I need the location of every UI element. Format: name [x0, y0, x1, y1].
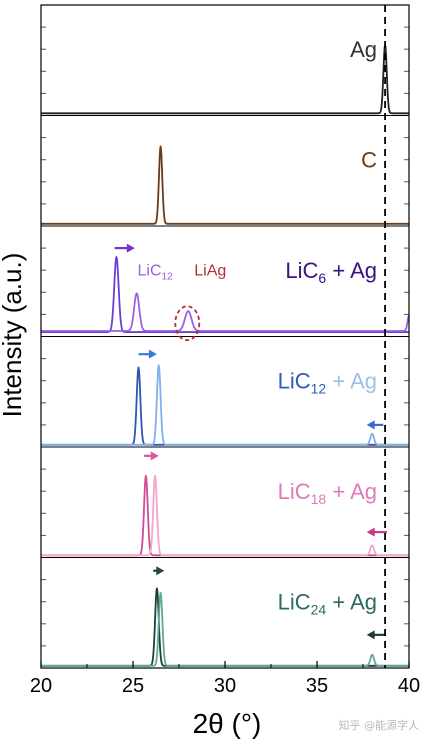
panel-label-main: LiC [278, 589, 311, 614]
series-line-2 [40, 474, 410, 557]
panel-label-main: LiC [285, 258, 318, 283]
shift-arrow-left [366, 420, 384, 430]
series-line-1 [40, 256, 410, 333]
panel-label-subscript: 12 [311, 380, 327, 396]
shift-arrow-left [366, 630, 386, 640]
panel-label: LiC12 + Ag [278, 368, 377, 396]
circled-peak-marker [174, 305, 201, 342]
panel-5: LiC18 + Ag [40, 451, 410, 558]
panel-label-main: LiC [278, 368, 311, 393]
shift-arrow-right [153, 566, 165, 576]
axes-layer: 20 25 30 35 40 [30, 4, 420, 697]
panel-label-subscript: 18 [311, 491, 327, 507]
panel-label: Ag [350, 37, 377, 62]
panel-label-tail: + Ag [326, 258, 377, 283]
shift-arrow-left [366, 527, 387, 537]
x-tick-label: 35 [306, 675, 328, 697]
shift-arrow-right [144, 451, 159, 461]
panel-label: LiC18 + Ag [278, 479, 377, 507]
panel-label: LiC6 + Ag [285, 258, 377, 286]
panel-label-subscript: 6 [318, 270, 326, 286]
panel-label-subscript: 24 [311, 601, 327, 617]
x-tick-label: 40 [398, 675, 420, 697]
series-line-2 [40, 292, 410, 332]
panel-label-main: Ag [350, 37, 377, 62]
x-axis-label: 2θ (°) [193, 708, 262, 739]
x-tick-label: 20 [30, 675, 52, 697]
y-axis-label: Intensity (a.u.) [0, 253, 27, 418]
panel-4: LiC12 + Ag [40, 349, 410, 448]
panel-label-tail: + Ag [326, 589, 377, 614]
panel-label-tail: + Ag [326, 479, 377, 504]
peak-annotation-1-main: LiC [138, 263, 162, 280]
peak-annotation-2-main: LiAg [194, 263, 226, 280]
panel-1: Ag [40, 26, 410, 116]
panel-label-main: LiC [278, 479, 311, 504]
series-line-1 [40, 145, 410, 225]
panel-6: LiC24 + Ag [40, 566, 410, 667]
series-line-2 [40, 364, 410, 446]
panel-2: C [40, 137, 410, 227]
series-line-1 [40, 43, 410, 115]
peak-annotation-1-subscript: 12 [162, 272, 174, 283]
peak-annotation-1: LiC12 [138, 263, 174, 283]
shift-arrow-right [138, 349, 157, 359]
panel-label: C [361, 147, 377, 172]
x-tick-label: 30 [214, 675, 236, 697]
watermark: 知乎 @能源字人 [338, 719, 420, 732]
shift-arrow-right [114, 243, 135, 253]
panel-label: LiC24 + Ag [278, 589, 377, 617]
panel-label-main: C [361, 147, 377, 172]
panel-label-tail: + Ag [326, 368, 377, 393]
x-tick-label: 25 [122, 675, 144, 697]
peak-annotation-2: LiAg [194, 263, 226, 280]
